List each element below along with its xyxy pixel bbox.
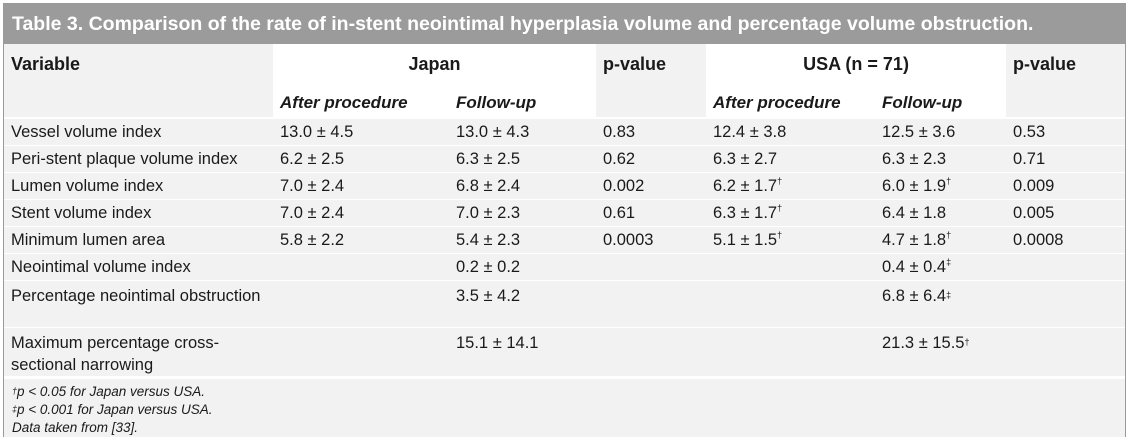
footnote-mark: †	[964, 336, 970, 347]
cell-variable: Vessel volume index	[11, 123, 162, 141]
cell-usa-follow: 0.4 ± 0.4‡	[882, 256, 952, 276]
footnote-mark: †	[777, 175, 783, 186]
footnote: ‡p < 0.001 for Japan versus USA.	[12, 401, 213, 417]
cell-pvalue-usa	[1006, 327, 1125, 376]
table-row: Peri-stent plaque volume index 6.2 ± 2.5 6…	[4, 145, 1126, 172]
subheader-usa-after: After procedure	[706, 88, 875, 118]
table-row: Maximum percentage cross-sectional narro…	[4, 327, 1126, 376]
footnote: Data taken from [33].	[12, 419, 139, 435]
cell-pvalue-japan	[596, 327, 706, 376]
header-row-main: Variable Japan p-value USA (n = 71) p-va…	[4, 44, 1126, 88]
table-row: Vessel volume index 13.0 ± 4.5 13.0 ± 4.3 0…	[4, 118, 1126, 145]
cell-japan-follow: 15.1 ± 14.1	[456, 333, 539, 352]
cell-pvalue-usa	[1006, 253, 1125, 280]
cell-japan-follow: 5.4 ± 2.3	[456, 230, 521, 249]
header-pvalue-usa: p-value	[1006, 44, 1126, 88]
cell-variable: Neointimal volume index	[11, 257, 191, 276]
cell-japan-after: 6.2 ± 2.5	[280, 149, 345, 168]
cell-usa-after	[706, 327, 875, 376]
footnote-mark: †	[946, 175, 952, 186]
cell-japan-follow: 6.3 ± 2.5	[456, 149, 521, 168]
header-variable: Variable	[4, 44, 273, 88]
header-pvalue-japan: p-value	[596, 44, 706, 88]
cell-usa-after: 6.3 ± 2.7	[713, 149, 778, 168]
cell-japan-follow: 13.0 ± 4.3	[456, 123, 530, 141]
cell-usa-after: 12.4 ± 3.8	[713, 123, 787, 141]
footnote-mark: †	[777, 229, 783, 240]
cell-japan-after	[273, 280, 449, 327]
cell-usa-follow: 6.3 ± 2.3	[882, 149, 947, 168]
cell-japan-follow: 7.0 ± 2.3	[456, 203, 521, 222]
cell-pvalue-usa: 0.53	[1013, 123, 1046, 141]
table-body: Vessel volume index 13.0 ± 4.5 13.0 ± 4.3 0…	[4, 118, 1126, 376]
cell-usa-follow: 6.0 ± 1.9†	[882, 175, 952, 195]
cell-japan-after: 7.0 ± 2.4	[280, 203, 345, 222]
cell-variable: Lumen volume index	[11, 176, 164, 195]
cell-usa-after: 6.3 ± 1.7†	[713, 202, 783, 222]
cell-usa-after: 5.1 ± 1.5†	[713, 229, 783, 249]
table-footnotes: †p < 0.05 for Japan versus USA. ‡p < 0.0…	[4, 376, 1125, 437]
cell-variable: Percentage neointimal obstruction	[11, 286, 261, 305]
footnote-mark: †	[777, 202, 783, 213]
cell-pvalue-usa: 0.0008	[1013, 230, 1064, 249]
comparison-table: Variable Japan p-value USA (n = 71) p-va…	[4, 44, 1126, 377]
subheader-japan-follow: Follow-up	[449, 88, 596, 118]
cell-pvalue-japan	[596, 253, 706, 280]
subheader-usa-follow: Follow-up	[875, 88, 1007, 118]
header-group-japan: Japan	[273, 44, 596, 88]
cell-usa-after	[706, 253, 875, 280]
cell-japan-follow: 0.2 ± 0.2	[456, 257, 521, 276]
cell-variable: Maximum percentage cross-sectional narro…	[11, 333, 220, 374]
table-row: Minimum lumen area 5.8 ± 2.2 5.4 ± 2.3 0.00…	[4, 226, 1126, 253]
table-container: Table 3. Comparison of the rate of in-st…	[3, 3, 1126, 437]
footnote-mark: ‡	[946, 289, 952, 300]
cell-pvalue-japan: 0.62	[603, 149, 636, 168]
cell-japan-after: 13.0 ± 4.5	[280, 123, 354, 141]
cell-pvalue-usa	[1006, 280, 1125, 327]
cell-variable: Peri-stent plaque volume index	[11, 149, 238, 168]
table-row: Neointimal volume index 0.2 ± 0.2 0.4 ± 0.…	[4, 253, 1126, 280]
cell-japan-after	[273, 253, 449, 280]
cell-pvalue-japan: 0.83	[603, 123, 636, 141]
cell-pvalue-usa: 0.71	[1013, 149, 1046, 168]
cell-usa-follow: 6.4 ± 1.8	[882, 203, 947, 222]
cell-pvalue-usa: 0.005	[1013, 203, 1055, 222]
cell-japan-follow: 6.8 ± 2.4	[456, 176, 521, 195]
cell-usa-after	[706, 280, 875, 327]
subheader-japan-after: After procedure	[273, 88, 449, 118]
cell-japan-after	[273, 327, 449, 376]
table-row: Lumen volume index 7.0 ± 2.4 6.8 ± 2.4 0.00…	[4, 172, 1126, 199]
cell-pvalue-japan: 0.61	[603, 203, 636, 222]
cell-usa-follow: 4.7 ± 1.8†	[882, 229, 952, 249]
cell-pvalue-japan: 0.002	[603, 176, 645, 195]
cell-japan-follow: 3.5 ± 4.2	[456, 286, 521, 305]
cell-japan-after: 7.0 ± 2.4	[280, 176, 345, 195]
cell-usa-follow: 12.5 ± 3.6	[882, 123, 956, 141]
footnote-mark: †	[946, 229, 952, 240]
cell-pvalue-japan: 0.0003	[603, 230, 654, 249]
cell-pvalue-japan	[596, 280, 706, 327]
cell-variable: Stent volume index	[11, 203, 152, 222]
cell-usa-follow: 21.3 ± 15.5†	[882, 333, 970, 352]
footnote: †p < 0.05 for Japan versus USA.	[12, 383, 205, 399]
footnote-mark: ‡	[946, 256, 952, 267]
cell-usa-follow: 6.8 ± 6.4‡	[882, 286, 952, 305]
table-row: Percentage neointimal obstruction 3.5 ± 4…	[4, 280, 1126, 327]
table-row: Stent volume index 7.0 ± 2.4 7.0 ± 2.3 0.61…	[4, 199, 1126, 226]
header-group-usa: USA (n = 71)	[706, 44, 1007, 88]
cell-usa-after: 6.2 ± 1.7†	[713, 175, 783, 195]
header-row-sub: After procedure Follow-up After procedur…	[4, 88, 1126, 118]
cell-variable: Minimum lumen area	[11, 230, 166, 249]
cell-pvalue-usa: 0.009	[1013, 176, 1055, 195]
cell-japan-after: 5.8 ± 2.2	[280, 230, 345, 249]
table-title: Table 3. Comparison of the rate of in-st…	[4, 4, 1125, 44]
